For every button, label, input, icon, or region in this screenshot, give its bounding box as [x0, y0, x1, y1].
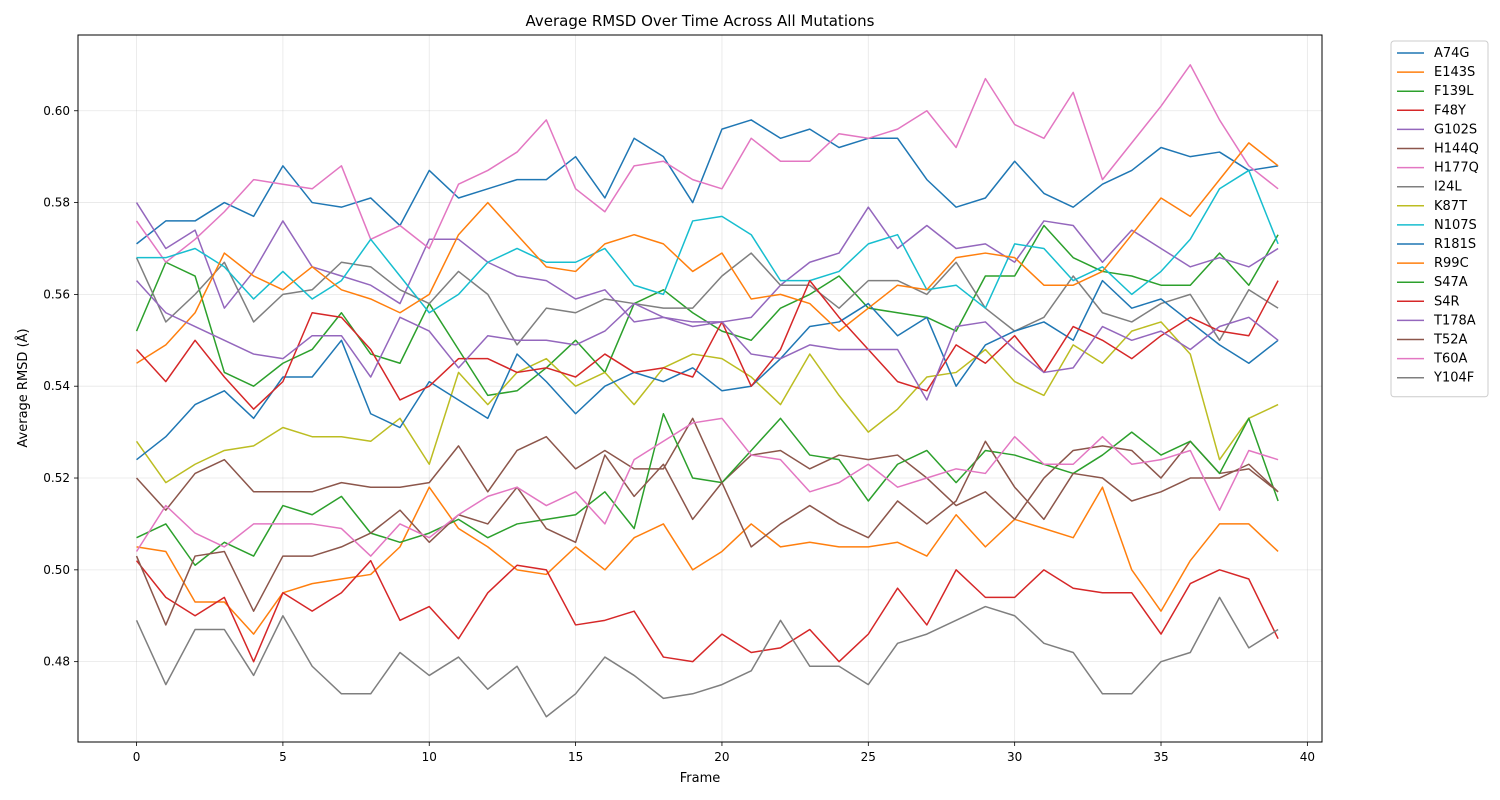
- legend-label-n107s: N107S: [1434, 218, 1477, 233]
- series-line-t52a: [135, 440, 1279, 626]
- legend-label-f48y: F48Y: [1434, 103, 1466, 118]
- chart-title: Average RMSD Over Time Across All Mutati…: [526, 12, 875, 30]
- series-line-i24l: [135, 252, 1279, 346]
- series-line-s4r: [135, 279, 1279, 410]
- plot-area-frame: [77, 34, 1323, 743]
- series-line-s47a: [136, 413, 1279, 566]
- series-line-t60a: [135, 417, 1279, 557]
- legend-label-t60a: T60A: [1433, 352, 1467, 367]
- x-tick-label: 5: [279, 750, 287, 764]
- series-line-h177q: [135, 64, 1279, 263]
- y-tick-label: 0.50: [43, 563, 70, 577]
- legend-label-h177q: H177Q: [1434, 161, 1479, 176]
- x-tick-label: 10: [422, 750, 437, 764]
- x-tick-label: 40: [1300, 750, 1315, 764]
- series-line-k87t: [135, 321, 1279, 484]
- series-line-e143s: [136, 486, 1279, 635]
- x-tick-label: 0: [133, 750, 141, 764]
- series-line-t178a: [135, 280, 1279, 401]
- y-axis-label: Average RMSD (Å): [15, 328, 31, 447]
- series-line-r99c: [136, 142, 1279, 364]
- legend-label-k87t: K87T: [1434, 199, 1467, 214]
- legend-label-a74g: A74G: [1434, 46, 1470, 61]
- legend-label-h144q: H144Q: [1434, 142, 1479, 157]
- series-line-f48y: [135, 559, 1279, 663]
- x-tick-label: 20: [714, 750, 729, 764]
- legend-label-r181s: R181S: [1434, 237, 1476, 252]
- series-lines: [135, 64, 1279, 718]
- series-line-r181s: [136, 279, 1279, 461]
- y-tick-label: 0.56: [43, 287, 70, 301]
- legend-label-s47a: S47A: [1434, 275, 1468, 290]
- y-tick-label: 0.58: [43, 196, 70, 210]
- legend-label-f139l: F139L: [1434, 84, 1474, 99]
- x-tick-label: 25: [861, 750, 876, 764]
- y-tick-label: 0.48: [43, 655, 70, 669]
- legend-label-r99c: R99C: [1434, 256, 1469, 271]
- legend-label-t52a: T52A: [1433, 333, 1467, 348]
- x-tick-label: 15: [568, 750, 583, 764]
- legend-label-g102s: G102S: [1434, 122, 1477, 137]
- series-line-h144q: [135, 417, 1279, 521]
- y-tick-label: 0.60: [43, 104, 70, 118]
- legend-label-s4r: S4R: [1434, 294, 1460, 309]
- grid-lines: [78, 35, 1322, 742]
- series-line-n107s: [136, 169, 1279, 314]
- legend-label-t178a: T178A: [1433, 313, 1476, 328]
- legend-label-e143s: E143S: [1434, 65, 1475, 80]
- legend: A74G E143S F139L F48Y G102S H144Q H177Q I24L K87…: [1390, 40, 1489, 398]
- y-tick-label: 0.52: [43, 471, 70, 485]
- series-line-a74g: [136, 119, 1279, 245]
- axis-ticks: 0 5 10 15 20 25 30 35 40 0.48 0.50 0.52 0.54 0.56 0.58…: [43, 104, 1315, 764]
- x-axis-label: Frame: [680, 771, 721, 786]
- series-line-g102s: [135, 202, 1279, 323]
- legend-label-i24l: I24L: [1434, 180, 1462, 195]
- legend-label-y104f: Y104F: [1433, 371, 1474, 386]
- series-line-y104f: [135, 596, 1279, 718]
- y-tick-label: 0.54: [43, 379, 70, 393]
- x-tick-label: 35: [1153, 750, 1168, 764]
- x-tick-label: 30: [1007, 750, 1022, 764]
